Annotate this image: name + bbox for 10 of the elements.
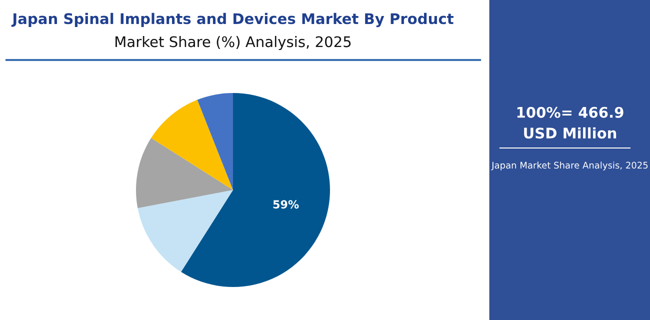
pie-slice <box>181 93 330 287</box>
pie-slice <box>151 100 233 190</box>
text: 100%= 466.9 USD Million <box>517 106 624 139</box>
pie-slice <box>197 93 233 190</box>
chart-title: Japan Spinal Implants and Devices Market By Product <box>11 12 454 28</box>
text: Japan Market Share Analysis, 2025 <box>491 162 648 170</box>
chart-subtitle: Market Share (%) Analysis, 2025 <box>116 36 351 50</box>
data-label: 59% <box>273 200 299 209</box>
pie-slice <box>136 138 233 208</box>
pie-slice <box>138 190 233 272</box>
